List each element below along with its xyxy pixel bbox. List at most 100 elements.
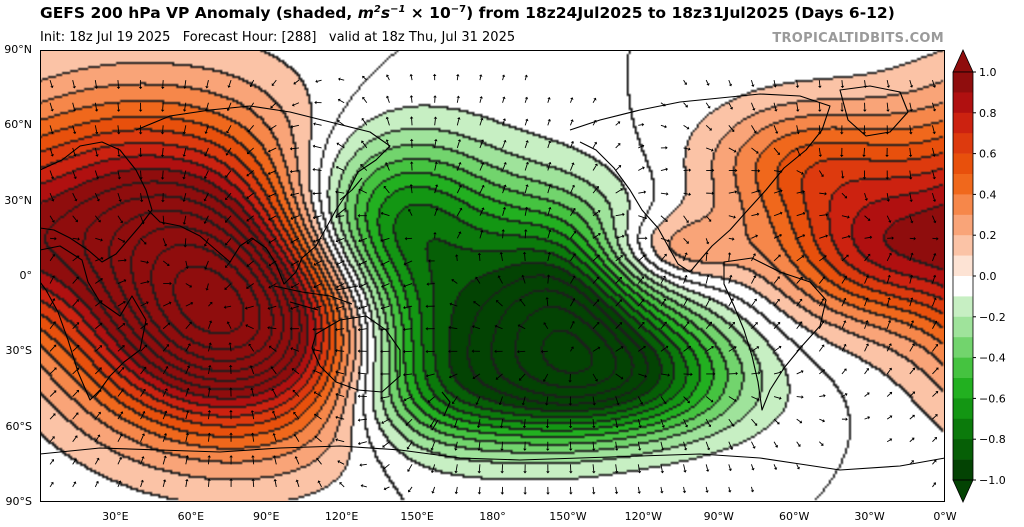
wind-arrow <box>290 260 300 266</box>
wind-arrow <box>727 486 732 493</box>
wind-arrow <box>841 192 848 199</box>
wind-arrow <box>524 161 529 171</box>
wind-arrow <box>591 441 596 451</box>
wind-arrow <box>751 371 761 375</box>
lat-label: 0° <box>19 269 33 282</box>
wind-arrow <box>116 125 121 135</box>
wind-arrow <box>434 207 439 216</box>
wind-arrow <box>313 260 322 266</box>
wind-arrow <box>796 190 805 194</box>
wind-arrow <box>885 125 890 135</box>
wind-arrow <box>523 441 527 451</box>
wind-arrow <box>72 299 79 307</box>
wind-arrow <box>72 237 80 241</box>
lat-label: 60°S <box>5 419 32 433</box>
wind-arrow <box>638 345 646 352</box>
wind-arrow <box>751 346 760 352</box>
wind-arrow <box>773 441 779 448</box>
wind-arrow <box>864 416 871 420</box>
wind-arrow <box>773 345 782 352</box>
wind-arrow <box>502 139 507 149</box>
wind-arrow <box>638 254 646 262</box>
wind-arrow <box>95 322 103 330</box>
wind-arrow <box>705 441 711 451</box>
wind-arrow <box>336 142 345 149</box>
wind-arrow <box>592 321 600 330</box>
wind-arrow <box>430 464 436 474</box>
wind-arrow <box>517 324 526 330</box>
wind-arrow <box>475 276 481 284</box>
wind-arrow <box>246 283 254 289</box>
wind-arrow <box>185 283 193 288</box>
wind-arrow <box>138 125 143 135</box>
wind-arrow <box>402 373 413 377</box>
wind-arrow <box>568 441 573 451</box>
wind-arrow <box>499 251 504 262</box>
wind-arrow <box>841 254 849 262</box>
wind-arrow <box>267 170 277 175</box>
wind-arrow <box>162 388 168 397</box>
wind-arrow <box>117 367 125 375</box>
wind-arrow <box>456 184 462 194</box>
wind-arrow <box>380 327 390 332</box>
wind-arrow <box>312 305 322 311</box>
wind-arrow <box>117 170 122 180</box>
wind-arrow <box>204 125 209 135</box>
wind-arrow <box>705 274 710 284</box>
wind-arrow <box>706 168 715 173</box>
wind-arrow <box>290 215 300 220</box>
wind-arrow <box>183 238 188 248</box>
wind-arrow <box>456 231 462 239</box>
wind-arrow <box>140 388 146 397</box>
wind-arrow <box>94 215 101 223</box>
wind-arrow <box>638 144 645 149</box>
colorbar-cell <box>953 255 973 277</box>
wind-arrow <box>313 237 322 243</box>
wind-arrow <box>95 237 103 242</box>
wind-arrow <box>361 140 368 149</box>
wind-arrow <box>49 321 56 330</box>
wind-arrow <box>471 349 480 353</box>
wind-arrow <box>615 143 621 149</box>
wind-arrow <box>502 118 507 126</box>
wind-arrow <box>570 207 576 216</box>
wind-arrow <box>94 457 100 465</box>
wind-arrow <box>683 418 689 428</box>
wind-arrow <box>162 301 172 307</box>
wind-arrow <box>886 102 890 112</box>
wind-arrow <box>909 297 914 307</box>
wind-arrow <box>524 140 529 149</box>
wind-arrow <box>818 147 823 158</box>
wind-arrow <box>773 125 779 134</box>
wind-arrow <box>290 283 300 289</box>
colorbar-tick-label: −1.0 <box>979 474 1006 487</box>
wind-arrow <box>568 396 573 406</box>
wind-arrow <box>140 260 149 264</box>
coast-africa <box>40 245 147 401</box>
wind-arrow <box>203 215 209 224</box>
wind-arrow <box>246 260 254 267</box>
wind-arrow <box>224 283 232 290</box>
wind-arrow <box>358 305 367 310</box>
wind-arrow <box>592 396 596 406</box>
wind-arrow <box>94 434 101 442</box>
wind-arrow <box>522 251 527 261</box>
wind-arrow <box>314 413 322 420</box>
wind-arrow <box>773 370 783 375</box>
wind-arrow <box>405 418 413 426</box>
wind-arrow <box>434 184 439 194</box>
colorbar-cell <box>953 235 973 256</box>
wind-arrow <box>380 211 390 217</box>
wind-arrow <box>116 80 121 90</box>
wind-arrow <box>819 192 827 196</box>
wind-arrow <box>615 322 623 330</box>
colorbar-cell <box>953 153 973 175</box>
wind-arrow <box>313 283 322 289</box>
wind-arrow <box>380 305 390 310</box>
wind-arrow <box>570 97 574 103</box>
wind-arrow <box>268 283 277 289</box>
wind-arrow <box>203 238 209 247</box>
wind-arrow <box>751 169 761 173</box>
wind-arrow <box>72 170 77 180</box>
wind-arrow <box>796 298 803 307</box>
